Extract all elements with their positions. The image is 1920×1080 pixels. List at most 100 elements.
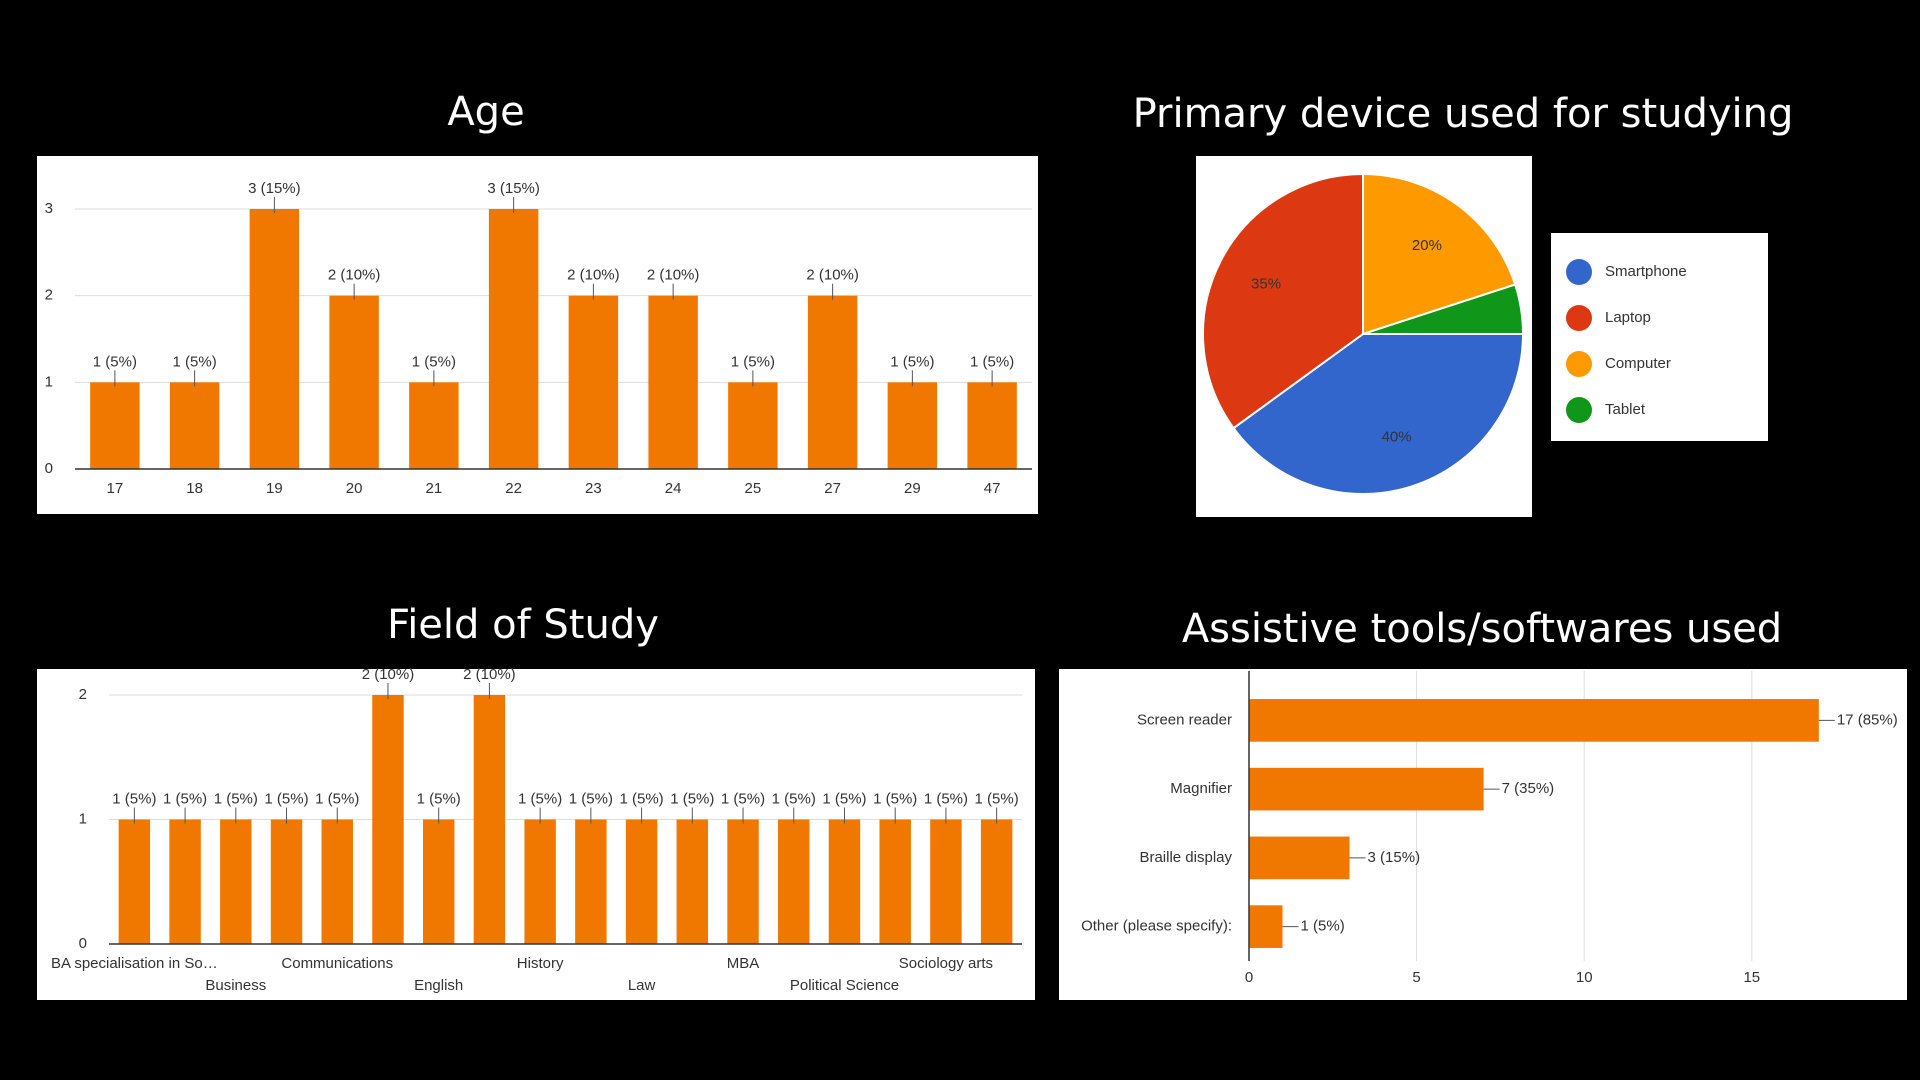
bar — [568, 295, 619, 469]
bar — [270, 819, 303, 944]
value-label: 3 (15%) — [1368, 849, 1421, 866]
x-tick-label: 15 — [1743, 969, 1760, 986]
legend-label: Tablet — [1605, 401, 1646, 418]
bar — [575, 819, 607, 944]
x-tick-label: English — [414, 977, 463, 994]
pie-slice — [1362, 283, 1525, 335]
value-label: 7 (35%) — [1502, 780, 1555, 797]
bar — [220, 819, 252, 944]
bar — [473, 695, 506, 944]
bar — [329, 295, 379, 469]
y-tick-label: Magnifier — [1170, 780, 1232, 797]
legend-label: Laptop — [1605, 309, 1651, 326]
x-tick-label: Communications — [281, 955, 393, 972]
pie-slice — [1232, 333, 1525, 495]
value-label: 1 (5%) — [772, 790, 816, 807]
bar — [409, 382, 459, 469]
value-label: 1 (5%) — [975, 790, 1019, 807]
chart-title: Primary device used for studying — [1133, 91, 1794, 137]
value-label: 2 (10%) — [463, 666, 516, 683]
x-tick-label: Sociology arts — [899, 955, 993, 972]
x-tick-label: 23 — [585, 480, 602, 497]
x-tick-label: 17 — [107, 480, 124, 497]
bar — [676, 819, 709, 944]
chart-title: Assistive tools/softwares used — [1182, 606, 1782, 652]
value-label: 1 (5%) — [173, 353, 217, 370]
chart-title: Field of Study — [387, 602, 659, 648]
bar — [488, 209, 539, 469]
value-label: 1 (5%) — [970, 353, 1014, 370]
legend-swatch — [1566, 305, 1592, 331]
value-label: 1 (5%) — [721, 790, 765, 807]
bar — [625, 819, 658, 944]
x-tick-label: History — [517, 955, 564, 972]
legend-swatch — [1566, 397, 1592, 423]
x-tick-label: 47 — [984, 480, 1001, 497]
chart-title: Age — [447, 89, 524, 135]
value-label: 1 (5%) — [731, 353, 775, 370]
bar — [807, 295, 858, 469]
value-label: 3 (15%) — [487, 180, 540, 197]
x-tick-label: 21 — [426, 480, 443, 497]
bar — [778, 819, 810, 944]
value-label: 1 (5%) — [569, 790, 613, 807]
pie-slice — [1202, 172, 1364, 430]
bar — [169, 819, 201, 944]
bar — [169, 382, 220, 469]
value-label: 1 (5%) — [412, 353, 456, 370]
slice-label: 20% — [1412, 237, 1442, 254]
x-tick-label: 24 — [665, 480, 682, 497]
x-tick-label: 22 — [505, 480, 522, 497]
value-label: 2 (10%) — [362, 666, 415, 683]
x-tick-label: 18 — [186, 480, 203, 497]
value-label: 1 (5%) — [112, 790, 156, 807]
x-tick-label: 29 — [904, 480, 921, 497]
x-tick-label: 0 — [1245, 969, 1253, 986]
x-tick-label: Law — [628, 977, 656, 994]
value-label: 1 (5%) — [214, 790, 258, 807]
y-tick-label: Braille display — [1139, 849, 1232, 866]
bar — [727, 819, 759, 944]
x-tick-label: 27 — [824, 480, 841, 497]
x-tick-label: 20 — [346, 480, 363, 497]
y-tick-label: 2 — [45, 287, 53, 304]
bar — [1249, 699, 1819, 742]
value-label: 1 (5%) — [264, 790, 308, 807]
value-label: 2 (10%) — [647, 267, 700, 284]
value-label: 1 (5%) — [1301, 918, 1345, 935]
value-label: 1 (5%) — [670, 790, 714, 807]
x-tick-label: Political Science — [790, 977, 899, 994]
bar — [249, 209, 300, 469]
legend-swatch — [1566, 351, 1592, 377]
legend-swatch — [1566, 259, 1592, 285]
x-tick-label: Business — [205, 977, 266, 994]
value-label: 1 (5%) — [315, 790, 359, 807]
y-tick-label: Other (please specify): — [1081, 918, 1232, 935]
y-tick-label: 0 — [79, 935, 87, 952]
slice-label: 40% — [1382, 428, 1412, 445]
y-tick-label: 3 — [45, 200, 53, 217]
bar — [887, 382, 938, 469]
bar — [967, 382, 1017, 469]
y-tick-label: 2 — [79, 686, 87, 703]
y-tick-label: Screen reader — [1137, 711, 1232, 728]
bar — [648, 295, 698, 469]
pie-slice — [1362, 172, 1517, 336]
bar — [930, 819, 962, 944]
value-label: 1 (5%) — [619, 790, 663, 807]
x-tick-label: 5 — [1412, 969, 1420, 986]
value-label: 1 (5%) — [163, 790, 207, 807]
bar — [1249, 767, 1484, 811]
x-tick-label: 19 — [266, 480, 283, 497]
value-label: 1 (5%) — [873, 790, 917, 807]
x-tick-label: 25 — [745, 480, 762, 497]
y-tick-label: 1 — [79, 810, 87, 827]
legend-label: Computer — [1605, 355, 1671, 372]
bar — [879, 819, 911, 944]
bar — [828, 819, 861, 944]
slice-label: 35% — [1251, 276, 1281, 293]
value-label: 2 (10%) — [328, 267, 381, 284]
value-label: 3 (15%) — [248, 180, 301, 197]
bar — [980, 819, 1013, 944]
